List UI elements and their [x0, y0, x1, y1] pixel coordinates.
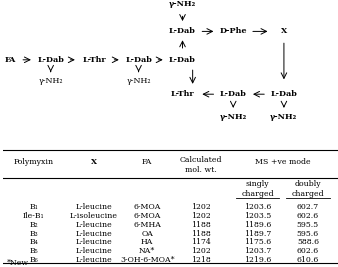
Text: 1203.7: 1203.7: [244, 248, 271, 255]
Text: D-Phe: D-Phe: [219, 28, 247, 36]
Text: FA: FA: [142, 159, 152, 166]
Text: 602.6: 602.6: [297, 248, 319, 255]
Text: HA: HA: [141, 238, 153, 246]
Text: *New: *New: [7, 259, 29, 267]
Text: FA: FA: [4, 56, 16, 64]
Text: L-Dab: L-Dab: [169, 56, 196, 64]
Text: 595.6: 595.6: [297, 230, 319, 238]
Text: 602.7: 602.7: [297, 203, 319, 211]
Text: L-Dab: L-Dab: [220, 90, 247, 98]
Text: 1189.6: 1189.6: [244, 221, 271, 229]
Text: L-leucine: L-leucine: [75, 256, 112, 264]
Text: 6-MOA: 6-MOA: [134, 212, 161, 220]
Text: L-Thr: L-Thr: [171, 90, 194, 98]
Text: Polymyxin: Polymyxin: [14, 159, 53, 166]
Text: 1203.5: 1203.5: [244, 212, 271, 220]
Text: 1189.7: 1189.7: [244, 230, 271, 238]
Text: Ile-B₁: Ile-B₁: [23, 212, 44, 220]
Text: singly
charged: singly charged: [241, 180, 274, 198]
Text: L-leucine: L-leucine: [75, 203, 112, 211]
Text: mol. wt.: mol. wt.: [185, 166, 217, 174]
Text: B₅: B₅: [29, 248, 38, 255]
Text: B₆: B₆: [29, 256, 38, 264]
Text: L-Dab: L-Dab: [37, 56, 64, 64]
Text: L-Dab: L-Dab: [125, 56, 152, 64]
Text: B₂: B₂: [29, 221, 38, 229]
Text: γ-NH₂: γ-NH₂: [126, 77, 151, 85]
Text: L-leucine: L-leucine: [75, 248, 112, 255]
Text: 6-MOA: 6-MOA: [134, 203, 161, 211]
Text: 1202: 1202: [191, 248, 211, 255]
Text: L-leucine: L-leucine: [75, 221, 112, 229]
Text: L-Dab: L-Dab: [169, 28, 196, 36]
Text: γ-NH₂: γ-NH₂: [39, 77, 63, 85]
Text: 1174: 1174: [191, 238, 211, 246]
Text: 3-OH-6-MOA*: 3-OH-6-MOA*: [120, 256, 175, 264]
Text: L-leucine: L-leucine: [75, 238, 112, 246]
Text: 595.5: 595.5: [297, 221, 319, 229]
Text: B₃: B₃: [29, 230, 38, 238]
Text: 6-MHA: 6-MHA: [133, 221, 161, 229]
Text: 1175.6: 1175.6: [244, 238, 271, 246]
Text: B₁: B₁: [29, 203, 38, 211]
Text: 1188: 1188: [191, 221, 211, 229]
Text: X: X: [281, 28, 287, 36]
Text: NA*: NA*: [139, 248, 155, 255]
Text: 1219.6: 1219.6: [244, 256, 271, 264]
Text: Calculated: Calculated: [179, 156, 222, 164]
Text: 602.6: 602.6: [297, 212, 319, 220]
Text: L-isoleucine: L-isoleucine: [70, 212, 118, 220]
Text: X: X: [91, 159, 97, 166]
Text: L-Dab: L-Dab: [270, 90, 297, 98]
Text: 1188: 1188: [191, 230, 211, 238]
Text: γ-NH₂: γ-NH₂: [270, 113, 297, 121]
Text: γ-NH₂: γ-NH₂: [220, 113, 247, 121]
Text: MS +ve mode: MS +ve mode: [255, 159, 311, 166]
Text: 1218: 1218: [191, 256, 211, 264]
Text: 1202: 1202: [191, 203, 211, 211]
Text: L-Thr: L-Thr: [83, 56, 106, 64]
Text: OA: OA: [141, 230, 153, 238]
Text: 610.6: 610.6: [297, 256, 319, 264]
Text: 1203.6: 1203.6: [244, 203, 271, 211]
Text: L-leucine: L-leucine: [75, 230, 112, 238]
Text: doubly
charged: doubly charged: [292, 180, 324, 198]
Text: B₄: B₄: [29, 238, 38, 246]
Text: 588.6: 588.6: [297, 238, 319, 246]
Text: γ-NH₂: γ-NH₂: [169, 1, 196, 9]
Text: 1202: 1202: [191, 212, 211, 220]
